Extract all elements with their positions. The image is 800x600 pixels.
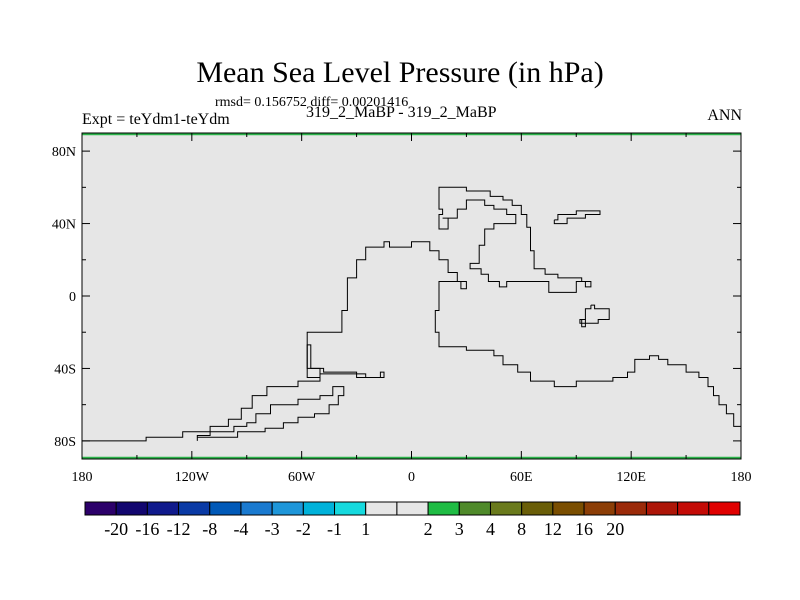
coastline-island-small	[579, 304, 610, 324]
colorbar-swatch	[708, 501, 741, 516]
experiment-label: Expt = teYdm1-teYdm	[82, 111, 230, 128]
colorbar-swatch	[521, 501, 554, 516]
colorbar-swatch	[302, 501, 336, 516]
x-tick-label: 60W	[288, 470, 316, 485]
x-tick-label: 120E	[616, 470, 646, 485]
colorbar-label: 12	[544, 519, 562, 539]
colorbar-swatch	[240, 501, 273, 516]
coastline-west-supercontinent	[82, 241, 741, 442]
coastline-north-continent	[438, 186, 592, 293]
colorbar-label: 8	[517, 519, 526, 539]
colorbar-label: -16	[135, 519, 159, 539]
colorbar-label: -4	[233, 519, 248, 539]
coastline-island-east	[553, 210, 601, 225]
colorbar-swatch	[115, 501, 148, 516]
season-label: ANN	[707, 107, 742, 124]
colorbar-label: 1	[361, 519, 370, 539]
x-tick-label: 180	[72, 470, 93, 485]
colorbar-swatch	[614, 501, 647, 516]
axis-ticks: 180 120W 60W 0 60E 120E 180 80N 40N 0 40S 80S	[52, 133, 752, 485]
colorbar-swatch	[583, 501, 616, 516]
y-tick-label: 40N	[52, 218, 76, 233]
colorbar: -20 -16 -12 -8 -4 -3 -2 -1 1 2 3 4 8 12 16 20	[84, 501, 741, 539]
colorbar-label: 3	[455, 519, 464, 539]
x-tick-label: 120W	[175, 470, 210, 485]
y-tick-label: 40S	[54, 362, 76, 377]
colorbar-swatch	[146, 501, 180, 516]
y-tick-label: 80S	[54, 435, 76, 450]
colorbar-label: -12	[167, 519, 191, 539]
coastline-island-dot	[581, 319, 586, 328]
colorbar-swatch	[427, 501, 460, 516]
colorbar-swatch	[552, 501, 585, 516]
colorbar-swatch	[396, 501, 429, 516]
colorbar-swatch	[271, 501, 304, 516]
coastline-elongated-island	[196, 386, 345, 441]
x-tick-label: 60E	[510, 470, 533, 485]
colorbar-label: -3	[265, 519, 280, 539]
colorbar-swatch	[645, 501, 679, 516]
colorbar-label: -20	[104, 519, 128, 539]
colorbar-label: -2	[296, 519, 311, 539]
subtitle-label: 319_2_MaBP - 319_2_MaBP	[306, 104, 497, 121]
stats-label: rmsd= 0.156752 diff= 0.00201416	[215, 95, 409, 110]
colorbar-swatch	[458, 501, 491, 516]
chart-title: Mean Sea Level Pressure (in hPa)	[196, 56, 604, 89]
coastlines	[82, 186, 741, 442]
x-tick-label: 0	[408, 470, 415, 485]
colorbar-swatch	[489, 501, 523, 516]
colorbar-swatch	[334, 501, 367, 516]
colorbar-swatch	[209, 501, 242, 516]
colorbar-swatch	[84, 501, 117, 516]
colorbar-swatch	[178, 501, 211, 516]
y-tick-label: 0	[69, 290, 76, 305]
y-tick-label: 80N	[52, 145, 76, 160]
colorbar-label: 4	[486, 519, 495, 539]
colorbar-label: -8	[202, 519, 217, 539]
colorbar-label: -1	[327, 519, 342, 539]
x-tick-label: 180	[731, 470, 752, 485]
colorbar-label: 20	[606, 519, 624, 539]
coastline-narrow-peninsula	[306, 344, 385, 378]
colorbar-label: 16	[575, 519, 593, 539]
map-background	[82, 133, 741, 459]
colorbar-swatch	[677, 501, 710, 516]
colorbar-swatch	[365, 501, 398, 516]
colorbar-label: 2	[424, 519, 433, 539]
